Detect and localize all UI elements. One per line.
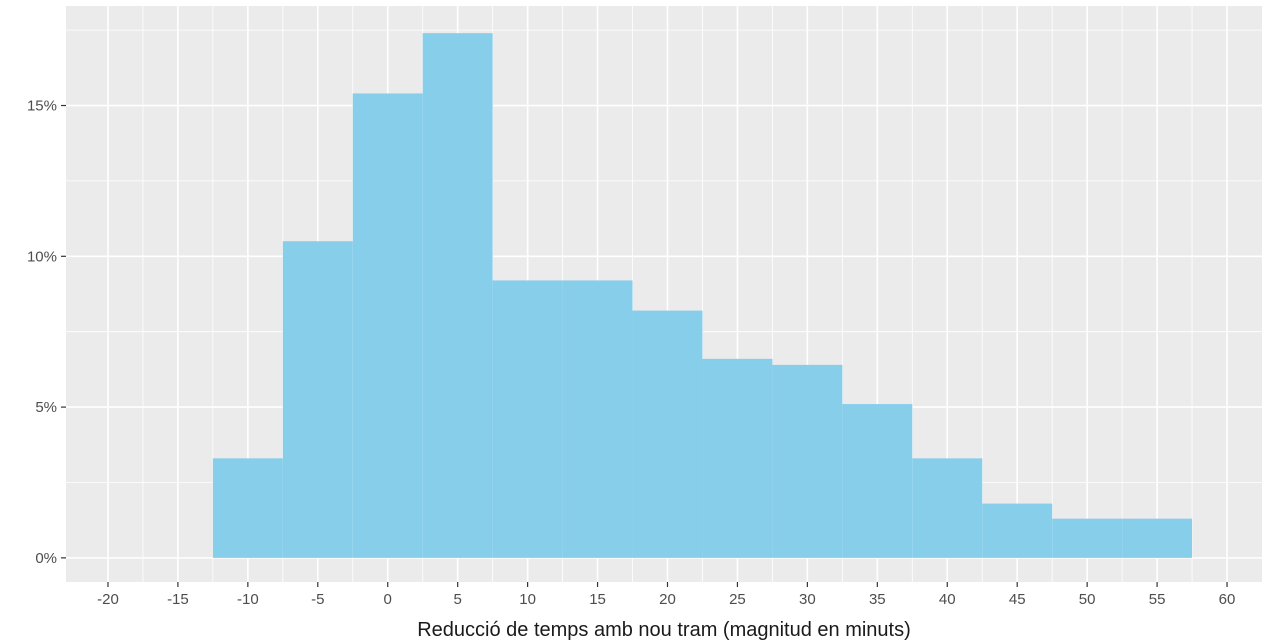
x-tick-label: -5 bbox=[311, 591, 324, 608]
x-tick-label: -10 bbox=[237, 591, 259, 608]
y-axis-ticks: 0% 5% 10% 15% bbox=[27, 98, 66, 567]
histogram-bar bbox=[562, 280, 633, 558]
x-tick-label: 35 bbox=[869, 591, 886, 608]
x-axis-title: Reducció de temps amb nou tram (magnitud… bbox=[417, 619, 911, 641]
histogram-bar bbox=[282, 241, 353, 558]
histogram-bar bbox=[422, 33, 493, 558]
x-tick-label: 10 bbox=[519, 591, 536, 608]
x-tick-label: 15 bbox=[589, 591, 606, 608]
x-tick-label: 55 bbox=[1149, 591, 1166, 608]
histogram-bar bbox=[912, 458, 983, 558]
y-tick-label: 0% bbox=[35, 550, 57, 567]
histogram-bar bbox=[1052, 518, 1123, 558]
x-axis-ticks: -20 -15 -10 -5 0 5 10 15 20 25 30 35 40 45 50 55 60 bbox=[97, 582, 1235, 608]
bars bbox=[212, 33, 1193, 558]
x-tick-label: -20 bbox=[97, 591, 119, 608]
x-tick-label: -15 bbox=[167, 591, 189, 608]
histogram-bar bbox=[702, 358, 773, 558]
y-tick-label: 15% bbox=[27, 98, 57, 115]
x-tick-label: 60 bbox=[1219, 591, 1236, 608]
histogram-bar bbox=[1122, 518, 1193, 558]
x-tick-label: 50 bbox=[1079, 591, 1096, 608]
histogram-bar bbox=[352, 93, 423, 558]
histogram-bar bbox=[212, 458, 283, 558]
y-tick-label: 5% bbox=[35, 399, 57, 416]
histogram-bar bbox=[772, 364, 843, 558]
x-tick-label: 25 bbox=[729, 591, 746, 608]
x-tick-label: 30 bbox=[799, 591, 816, 608]
histogram-bar bbox=[982, 503, 1053, 558]
histogram-bar bbox=[632, 310, 703, 558]
histogram-bar bbox=[492, 280, 563, 558]
x-tick-label: 45 bbox=[1009, 591, 1026, 608]
y-tick-label: 10% bbox=[27, 248, 57, 265]
x-tick-label: 0 bbox=[384, 591, 392, 608]
x-tick-label: 40 bbox=[939, 591, 956, 608]
x-tick-label: 5 bbox=[454, 591, 462, 608]
x-tick-label: 20 bbox=[659, 591, 676, 608]
histogram-bar bbox=[842, 404, 913, 558]
